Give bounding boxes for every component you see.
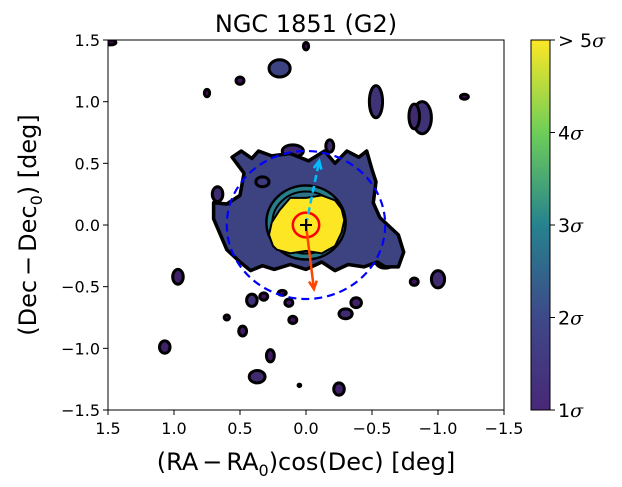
y-tick-label: −0.5 (61, 278, 100, 297)
proper-motion-arrow (304, 224, 318, 292)
chart-title: NGC 1851 (G2) (215, 10, 397, 38)
density-blob (407, 102, 422, 131)
density-blob (332, 381, 346, 397)
colorbar-tick-label: > 5σ (558, 30, 606, 52)
density-blob (222, 313, 231, 322)
x-axis: 1.5 1.0 0.5 0.0 −0.5 −1.0 −1.5 (95, 410, 523, 438)
density-blob (458, 92, 470, 101)
x-tick-label: 1.5 (95, 419, 120, 438)
y-axis: 1.5 1.0 0.5 0.0 −0.5 −1.0 −1.5 (61, 31, 108, 420)
y-tick-label: −1.5 (61, 401, 100, 420)
x-axis-label: (RA − RA0)cos(Dec) [deg] (157, 448, 455, 480)
density-blob (301, 40, 311, 52)
tidal-radius-circle (225, 149, 387, 301)
x-tick-label: −1.5 (485, 419, 524, 438)
colorbar-tick-label: 4σ (558, 123, 584, 145)
density-blob (296, 382, 303, 389)
y-tick-label: 1.5 (75, 31, 100, 50)
density-blob (234, 75, 246, 86)
density-blob (367, 84, 385, 120)
y-tick-label: −1.0 (61, 339, 100, 358)
density-blob (264, 348, 276, 364)
density-blob (258, 291, 270, 302)
galactic-center-arrow (304, 158, 323, 226)
x-tick-label: −0.5 (353, 419, 392, 438)
density-blob (171, 267, 185, 286)
density-blob (283, 297, 295, 308)
density-blob (408, 276, 420, 287)
y-tick-label: 0.0 (75, 216, 100, 235)
density-blob (267, 58, 292, 79)
density-blob (247, 369, 267, 385)
density-blob (157, 339, 172, 355)
plot-area (108, 40, 470, 397)
core-radius-circle (291, 211, 321, 239)
colorbar-tick-label: 1σ (558, 400, 584, 422)
density-blob (210, 185, 225, 204)
colorbar (530, 39, 551, 411)
density-blob (237, 324, 249, 338)
colorbar-tick-label: 3σ (558, 215, 584, 237)
colorbar-tick-label: 2σ (558, 308, 584, 330)
density-blob (429, 269, 447, 290)
y-tick-label: 1.0 (75, 93, 100, 112)
density-blob (337, 307, 354, 321)
y-tick-label: 0.5 (75, 154, 100, 173)
colorbar-ticks: 1σ 2σ 3σ 4σ > 5σ (550, 30, 606, 422)
x-tick-label: 0.0 (293, 419, 318, 438)
y-axis-label: (Dec−Dec0) [deg] (14, 114, 46, 336)
density-blob (245, 292, 259, 308)
x-tick-label: 0.5 (227, 419, 252, 438)
density-blob (254, 175, 271, 189)
density-blob (324, 138, 336, 154)
x-tick-label: 1.0 (161, 419, 186, 438)
density-blob (287, 314, 299, 326)
density-blob (202, 87, 212, 99)
x-tick-label: −1.0 (419, 419, 458, 438)
cluster-center-marker (300, 219, 312, 231)
density-blob (108, 40, 118, 47)
density-blob (349, 296, 363, 310)
